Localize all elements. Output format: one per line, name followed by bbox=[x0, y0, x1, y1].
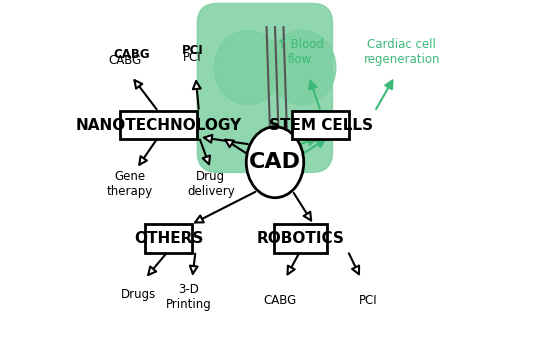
Text: CABG: CABG bbox=[113, 48, 150, 61]
Text: CABG: CABG bbox=[263, 294, 296, 307]
Text: CAD: CAD bbox=[249, 152, 301, 172]
Ellipse shape bbox=[246, 127, 304, 198]
Text: STEM CELLS: STEM CELLS bbox=[268, 118, 373, 132]
Ellipse shape bbox=[268, 30, 336, 105]
Text: 3-D
Printing: 3-D Printing bbox=[166, 284, 212, 311]
Text: OTHERS: OTHERS bbox=[134, 231, 203, 246]
Text: PCI: PCI bbox=[183, 45, 204, 57]
Text: Cardiac cell
regeneration: Cardiac cell regeneration bbox=[364, 39, 440, 66]
Ellipse shape bbox=[214, 30, 282, 105]
Text: Gene
therapy: Gene therapy bbox=[107, 170, 153, 198]
FancyBboxPatch shape bbox=[274, 224, 327, 253]
Text: CABG: CABG bbox=[108, 54, 141, 67]
Text: ROBOTICS: ROBOTICS bbox=[256, 231, 344, 246]
Text: NANOTECHNOLOGY: NANOTECHNOLOGY bbox=[75, 118, 241, 132]
Text: ↑ Blood
flow: ↑ Blood flow bbox=[277, 39, 324, 66]
Text: Drugs: Drugs bbox=[120, 288, 156, 301]
FancyBboxPatch shape bbox=[119, 111, 197, 139]
FancyBboxPatch shape bbox=[292, 111, 349, 139]
FancyBboxPatch shape bbox=[145, 224, 192, 253]
Text: Drug
delivery: Drug delivery bbox=[187, 170, 235, 198]
Text: PCI: PCI bbox=[183, 51, 201, 64]
FancyBboxPatch shape bbox=[197, 3, 332, 172]
Text: PCI: PCI bbox=[359, 294, 377, 307]
